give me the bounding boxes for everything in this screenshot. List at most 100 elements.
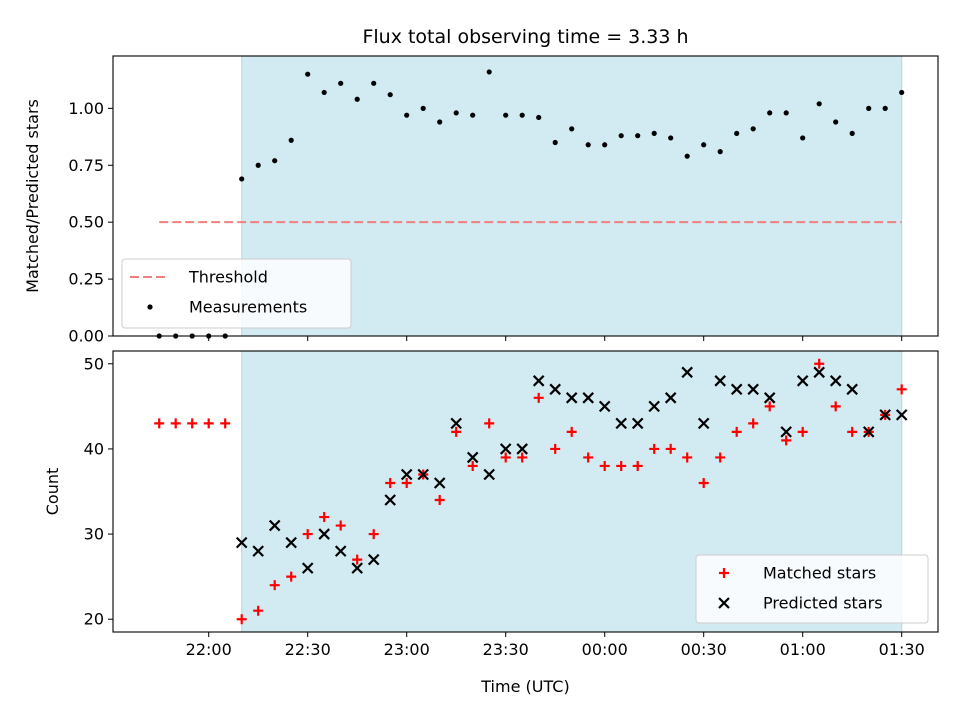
top-axes-frame — [112, 55, 939, 337]
matched-star-point — [748, 418, 759, 429]
top-measurement-point — [602, 142, 608, 148]
top-measurement-point — [305, 71, 311, 77]
bottom-panel: 20 30 40 50 22:00 22:30 23:00 23:30 00:00 00:30 01… — [84, 350, 939, 659]
matched-star-point — [616, 460, 627, 471]
legend-label: Measurements — [189, 298, 307, 317]
predicted-star-point — [846, 383, 858, 396]
predicted-star-point — [714, 375, 726, 387]
top-measurement-point — [354, 96, 360, 102]
predicted-star-point — [532, 375, 545, 387]
x-tick-label: 01:00 — [780, 640, 826, 659]
top-measurement-point — [734, 130, 740, 136]
bottom-y-tick-label: 20 — [84, 610, 104, 629]
predicted-star-point — [565, 392, 578, 404]
x-tick-label: 00:30 — [681, 640, 727, 659]
top-measurement-point — [486, 69, 492, 75]
legend-label: Predicted stars — [763, 594, 883, 613]
predicted-star-point — [235, 536, 248, 549]
top-measurement-point — [255, 162, 261, 168]
top-measurement-point — [585, 142, 591, 148]
top-measurement-point — [453, 110, 459, 116]
predicted-star-point — [252, 545, 264, 557]
top-measurement-point — [651, 130, 657, 136]
matched-star-point — [764, 401, 775, 412]
matched-star-point — [797, 426, 808, 437]
matched-star-point — [649, 443, 660, 454]
matched-star-point — [368, 529, 379, 540]
predicted-star-point — [697, 417, 710, 430]
top-measurement-point — [371, 80, 377, 86]
predicted-star-point — [285, 536, 297, 549]
top-measurement-point — [717, 149, 723, 155]
predicted-star-point — [829, 375, 842, 387]
bottom-legend — [695, 554, 929, 624]
matched-star-point — [269, 580, 280, 591]
legend-measurements-swatch — [147, 304, 153, 310]
predicted-star-point — [433, 477, 446, 489]
matched-star-point — [220, 418, 231, 429]
x-tick-label: 22:30 — [285, 640, 331, 659]
matched-star-point — [896, 384, 907, 395]
x-tick-label: 23:00 — [384, 640, 430, 659]
matched-star-point — [566, 426, 577, 437]
top-measurement-point — [288, 137, 294, 143]
predicted-star-point — [582, 392, 594, 404]
matched-star-point — [583, 452, 594, 463]
predicted-star-point — [301, 562, 314, 574]
x-tick-label: 01:30 — [879, 640, 925, 659]
predicted-star-point — [417, 468, 429, 481]
predicted-star-point — [796, 375, 809, 387]
top-panel: 0.00 0.25 0.50 0.75 1.00 Threshold Measurement… — [68, 55, 939, 346]
top-measurement-point — [816, 101, 822, 107]
top-measurement-point — [470, 112, 476, 118]
bottom-axes-frame — [112, 350, 939, 633]
matched-star-point — [632, 460, 643, 471]
top-measurement-point — [849, 130, 855, 136]
matched-star-point — [187, 418, 198, 429]
matched-star-point — [236, 614, 247, 625]
bottom-y-axis-label: Count — [43, 468, 62, 516]
predicted-star-point — [367, 553, 380, 566]
predicted-star-point — [730, 383, 743, 396]
top-y-tick-label: 0.50 — [68, 213, 104, 232]
legend-label: Threshold — [188, 268, 268, 287]
top-measurement-point — [321, 89, 327, 96]
top-measurement-point — [387, 92, 393, 98]
legend-matched-swatch — [719, 568, 729, 578]
predicted-star-point — [483, 468, 495, 481]
matched-star-point — [665, 443, 676, 454]
x-axis-label: Time (UTC) — [480, 677, 569, 696]
bottom-y-tick-label: 50 — [84, 354, 104, 373]
matched-star-point — [814, 358, 825, 369]
matched-star-point — [830, 401, 841, 412]
top-measurement-point — [420, 105, 426, 111]
predicted-star-point — [763, 392, 776, 404]
top-measurement-point — [503, 112, 509, 118]
predicted-star-point — [334, 545, 347, 557]
top-measurement-point — [618, 133, 624, 139]
top-y-axis-label: Matched/Predicted stars — [23, 99, 42, 293]
top-measurement-point — [519, 112, 525, 118]
predicted-star-point — [747, 383, 759, 396]
matched-star-point — [335, 520, 346, 531]
predicted-star-point — [631, 417, 644, 430]
legend-label: Matched stars — [763, 564, 876, 583]
matched-star-point — [599, 460, 610, 471]
predicted-star-point — [862, 426, 875, 438]
x-tick-label: 23:30 — [483, 640, 529, 659]
matched-star-point — [203, 418, 214, 429]
bottom-y-tick-label: 40 — [84, 439, 104, 458]
matched-star-point — [781, 435, 792, 446]
legend-predicted-swatch — [718, 597, 730, 609]
top-measurement-point — [800, 135, 806, 141]
top-measurement-point — [569, 126, 575, 132]
predicted-star-point — [268, 519, 281, 532]
predicted-star-point — [549, 383, 561, 396]
predicted-star-point — [400, 468, 413, 481]
predicted-star-point — [615, 417, 627, 430]
top-measurement-point — [338, 80, 344, 86]
top-measurement-point — [750, 126, 756, 132]
matched-star-point — [847, 426, 858, 437]
matched-star-point — [698, 477, 709, 488]
predicted-star-point — [450, 417, 462, 430]
